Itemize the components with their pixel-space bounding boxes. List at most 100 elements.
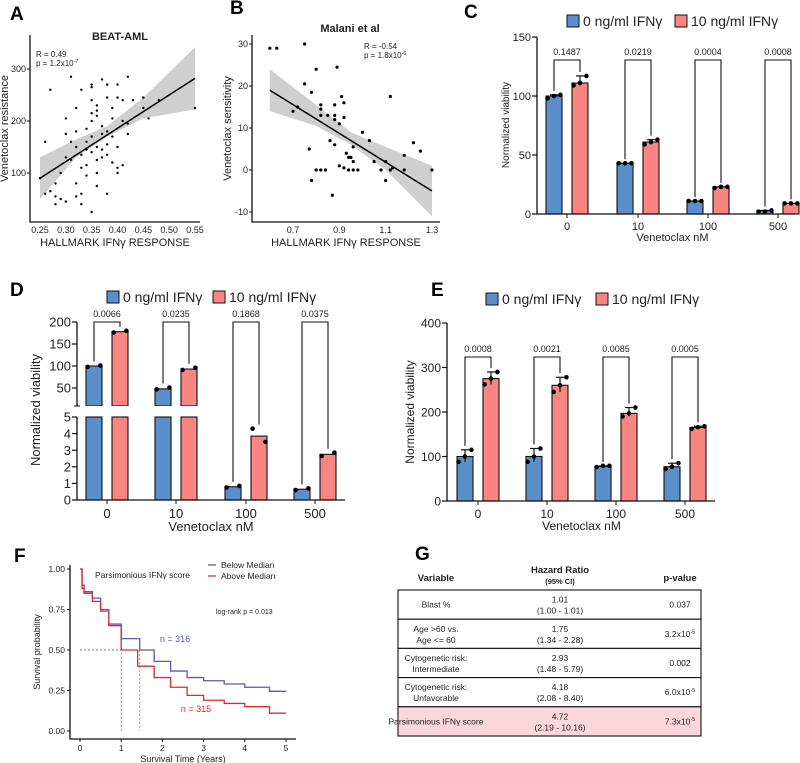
data-point — [291, 109, 295, 113]
replicate-point — [237, 483, 242, 489]
data-point — [121, 119, 124, 123]
table-row: Age >60 vs.Age <= 60 1.75(1.34 - 2.28) 3.2… — [397, 618, 702, 649]
legend-title: Parsimonious IFNγ score — [95, 570, 190, 580]
median-survival-line — [80, 649, 122, 731]
x-tick-label: 0 — [564, 221, 570, 233]
data-point — [402, 153, 406, 157]
correlation-r: R = -0.54 — [364, 42, 398, 51]
header-hazard-ratio: Hazard Ratio — [531, 565, 589, 576]
axis-break — [154, 406, 172, 412]
significance-bracket — [671, 356, 699, 460]
data-point — [319, 168, 323, 172]
y-tick-label: 0.75 — [48, 605, 65, 615]
data-point — [74, 106, 78, 110]
data-point — [372, 160, 376, 164]
data-point — [105, 83, 109, 86]
data-point — [80, 166, 83, 169]
panel-label-b: B — [230, 0, 244, 19]
replicate-point — [622, 160, 628, 166]
data-point — [64, 132, 68, 136]
correlation-p-base: p = 1.8x10 — [364, 51, 402, 60]
data-point — [302, 42, 307, 46]
cell-p-value: 7.3x10-5 — [665, 716, 695, 726]
panel-e-bar-chart: 0.0008 0 0.0021 10 0.0085 100 0.0005 500 0 100 200… — [403, 291, 715, 533]
cell-variable: Age >60 vs. — [413, 624, 458, 634]
p-value-label: 0.0008 — [464, 344, 492, 354]
legend-label: 0 ng/ml IFNγ — [123, 289, 202, 305]
y-tick-label: 1 — [64, 476, 71, 491]
cell-hazard-ratio: 1.01 — [552, 595, 569, 605]
y-axis-label: Normalized viability — [501, 82, 512, 168]
replicate-point — [782, 201, 787, 206]
data-point — [85, 140, 88, 143]
data-point — [360, 130, 365, 134]
data-point — [111, 161, 114, 164]
significance-bracket — [533, 356, 561, 445]
data-point — [105, 143, 109, 146]
data-point — [105, 130, 109, 133]
data-point — [388, 94, 392, 99]
n-label-above: n = 315 — [181, 704, 211, 714]
data-point — [90, 83, 93, 86]
y-tick-label: 50 — [519, 150, 531, 162]
legend-swatch — [674, 14, 688, 28]
cell-p-value-exponent: -5 — [690, 688, 695, 694]
correlation-p-base: p = 1.2x10 — [36, 59, 74, 68]
cell-ci: (1.34 - 2.28) — [537, 635, 583, 645]
replicate-point — [111, 330, 116, 335]
data-point — [142, 106, 145, 110]
cell-p-value-exponent: -5 — [690, 629, 695, 635]
y-tick-label: 150 — [513, 32, 531, 44]
logrank-p-value: log-rank p = 0.013 — [216, 609, 273, 616]
axis-break — [180, 406, 198, 412]
x-tick-label: 1.3 — [426, 225, 439, 235]
p-value-label: 0.0005 — [671, 344, 699, 354]
replicate-point — [525, 459, 530, 465]
median-survival-line — [80, 649, 141, 731]
cell-hazard-ratio: 4.72 — [552, 711, 569, 721]
data-point — [85, 127, 88, 130]
y-tick-label: 200 — [421, 405, 441, 419]
data-point — [337, 122, 341, 126]
data-point — [43, 192, 47, 195]
replicate-point — [551, 93, 557, 99]
table-row: Cytogenetic risk:Intermediate 2.93(1.48 -… — [397, 647, 702, 679]
cell-variable-line2: Unfavorable — [413, 693, 459, 703]
replicate-point — [462, 454, 468, 459]
data-point — [100, 78, 104, 81]
chart-title: BEAT-AML — [92, 31, 148, 43]
data-point — [340, 94, 344, 99]
cell-hazard-ratio: 4.18 — [552, 682, 569, 692]
confidence-band — [40, 47, 195, 199]
data-point — [111, 135, 114, 138]
cell-p-value-base: 3.2x10 — [665, 629, 691, 639]
data-point — [116, 166, 119, 169]
data-point — [268, 46, 272, 50]
replicate-point — [538, 446, 543, 451]
x-tick-label: 1.1 — [379, 225, 392, 235]
y-tick-label: 200 — [11, 116, 26, 126]
cell-variable: Cytogenetic risk: — [405, 653, 468, 663]
p-value-label: 0.0235 — [162, 309, 190, 319]
p-value-label: 0.1487 — [553, 47, 581, 57]
data-point — [105, 192, 109, 195]
data-point — [356, 168, 360, 172]
replicate-point — [456, 459, 461, 465]
cell-hazard-ratio: 2.93 — [552, 653, 569, 663]
data-point — [307, 147, 311, 151]
replicate-point — [620, 414, 625, 419]
data-point — [100, 125, 104, 128]
replicate-point — [769, 208, 774, 213]
x-tick-label: 2 — [160, 743, 165, 753]
data-point — [59, 171, 62, 175]
y-tick-label: 2 — [64, 459, 71, 474]
y-tick-label: 10 — [238, 123, 248, 133]
confidence-band — [269, 69, 432, 217]
data-point — [344, 151, 348, 155]
data-point — [342, 115, 346, 120]
x-tick-label: 0 — [78, 743, 83, 753]
y-tick-label: 200 — [49, 315, 71, 330]
cell-hazard-ratio: 1.75 — [552, 624, 569, 634]
bar — [319, 453, 337, 501]
data-point — [349, 155, 353, 159]
